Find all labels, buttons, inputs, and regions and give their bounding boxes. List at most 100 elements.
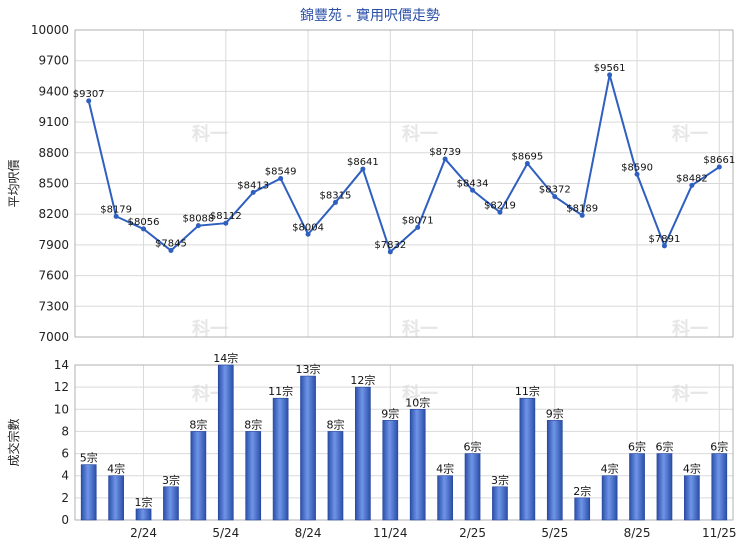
- price-point: [661, 243, 667, 249]
- count-bar: [108, 475, 124, 521]
- count-bar: [217, 364, 234, 521]
- count-label: 3宗: [491, 473, 509, 487]
- watermark-text: 科一: [402, 123, 438, 145]
- price-label: $8071: [402, 215, 434, 226]
- count-label: 11宗: [515, 384, 540, 398]
- count-label: 6宗: [655, 440, 673, 454]
- price-point: [497, 209, 503, 215]
- count-bar: [300, 375, 316, 521]
- y-tick-label: 8800: [38, 146, 69, 160]
- count-bar: [327, 431, 344, 521]
- x-tick-label: 2/25: [459, 526, 486, 540]
- x-tick-label: 8/25: [624, 526, 651, 540]
- price-line: [87, 74, 720, 254]
- price-label: $8056: [128, 217, 160, 228]
- price-label: $9561: [594, 63, 626, 74]
- price-label: $8661: [703, 155, 735, 166]
- y-tick-label: 14: [54, 358, 69, 372]
- y-tick-label: 9100: [38, 115, 69, 129]
- price-point: [223, 220, 229, 226]
- price-label: $8004: [292, 222, 324, 233]
- y-tick-label: 7300: [38, 299, 69, 313]
- count-label: 4宗: [601, 462, 619, 476]
- price-point: [470, 187, 476, 193]
- y-tick-label: 0: [61, 513, 69, 527]
- count-label: 8宗: [244, 417, 262, 431]
- price-point: [716, 164, 722, 170]
- plot-frame: [74, 364, 734, 521]
- count-label: 14宗: [213, 351, 238, 365]
- count-bar: [437, 475, 453, 521]
- y-tick-label: 9700: [38, 54, 69, 68]
- price-label: $8413: [237, 180, 269, 191]
- price-point: [86, 98, 92, 104]
- count-label: 6宗: [710, 440, 728, 454]
- price-point: [524, 161, 530, 167]
- count-label: 3宗: [162, 473, 180, 487]
- count-label: 13宗: [296, 362, 321, 376]
- count-bar: [163, 486, 179, 521]
- watermark-text: 科一: [402, 383, 438, 405]
- price-point: [278, 175, 284, 181]
- y-tick-label: 10000: [31, 23, 69, 37]
- price-label: $8590: [621, 162, 653, 173]
- price-point: [113, 213, 119, 219]
- count-label: 11宗: [268, 384, 293, 398]
- price-label: $7845: [155, 239, 187, 250]
- count-label: 5宗: [80, 451, 98, 465]
- count-bar: [629, 453, 645, 521]
- x-tick-label: 8/24: [295, 526, 322, 540]
- count-label: 6宗: [464, 440, 482, 454]
- price-label: $8189: [566, 203, 598, 214]
- count-bar: [519, 397, 536, 521]
- count-label: 1宗: [135, 495, 153, 509]
- x-tick-label: 2/24: [130, 526, 157, 540]
- price-label: $8549: [265, 166, 297, 177]
- watermark-text: 科一: [672, 318, 708, 340]
- y-tick-label: 7900: [38, 238, 69, 252]
- y-tick-label: 8500: [38, 177, 69, 191]
- price-point: [579, 212, 585, 218]
- y-tick-label: 8200: [38, 207, 69, 221]
- count-bar: [135, 508, 152, 521]
- count-label: 9宗: [546, 406, 564, 420]
- price-point: [332, 199, 338, 205]
- count-bar: [546, 420, 563, 521]
- y-tick-label: 2: [61, 491, 69, 505]
- price-label: $8179: [100, 204, 132, 215]
- x-tick-label: 5/25: [541, 526, 568, 540]
- count-bar: [574, 497, 591, 521]
- count-bar: [711, 453, 728, 521]
- y-tick-label: 7000: [38, 330, 69, 344]
- price-label: $8088: [182, 214, 214, 225]
- y-axis-label: 成交宗數: [6, 418, 21, 466]
- count-bar: [464, 453, 481, 521]
- y-tick-label: 7600: [38, 269, 69, 283]
- count-bar: [80, 464, 97, 521]
- y-tick-label: 10: [54, 402, 69, 416]
- count-label: 8宗: [326, 417, 344, 431]
- count-label: 6宗: [628, 440, 646, 454]
- count-bar: [272, 397, 289, 521]
- x-tick-label: 11/25: [702, 526, 737, 540]
- price-point: [689, 182, 695, 188]
- price-point: [305, 231, 311, 237]
- count-bar: [656, 453, 673, 521]
- price-label: $9307: [73, 89, 105, 100]
- count-bar: [245, 431, 262, 521]
- y-tick-label: 6: [61, 447, 69, 461]
- y-tick-label: 4: [61, 469, 69, 483]
- price-point: [552, 194, 558, 200]
- y-axis-label: 平均呎價: [7, 159, 21, 207]
- price-label: $7891: [649, 234, 681, 245]
- price-point: [415, 224, 421, 230]
- count-label: 8宗: [189, 417, 207, 431]
- price-point: [250, 189, 256, 195]
- watermark-text: 科一: [192, 318, 228, 340]
- price-label: $8641: [347, 157, 379, 168]
- price-label: $8434: [457, 178, 489, 189]
- count-label: 4宗: [683, 462, 701, 476]
- price-label: $7832: [374, 240, 406, 251]
